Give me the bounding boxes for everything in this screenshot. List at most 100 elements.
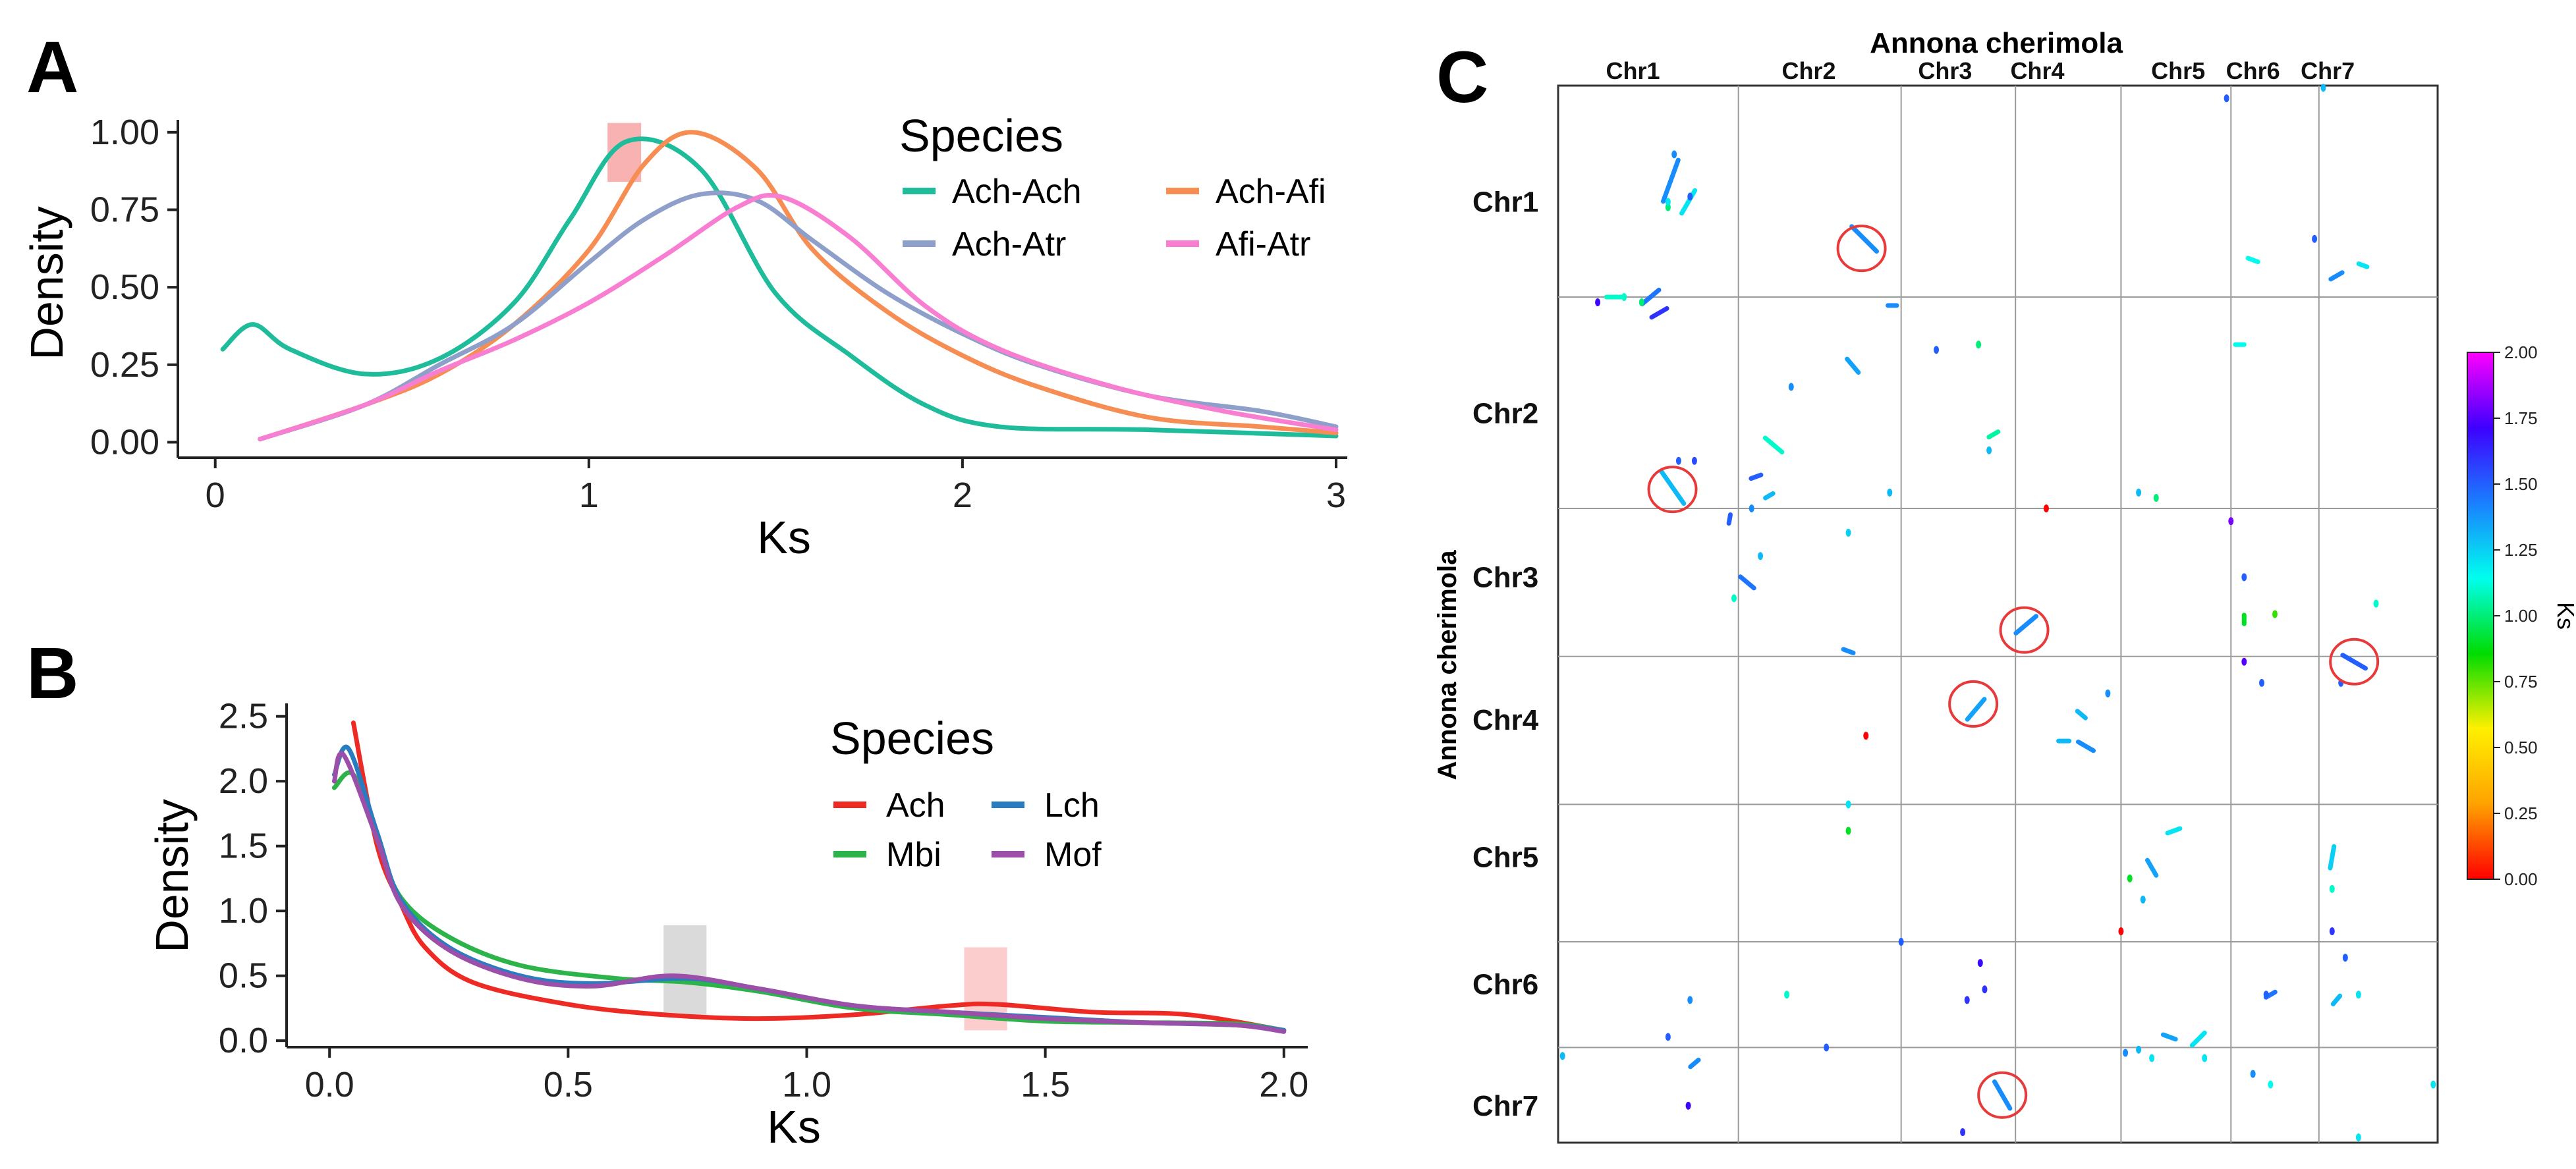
x-tick-label: 2.0 (1259, 1065, 1308, 1104)
synteny-point (2329, 884, 2335, 893)
synteny-point (2136, 488, 2142, 497)
synteny-segment (1639, 287, 1662, 307)
y-chrom-label: Chr4 (1472, 704, 1539, 736)
synteny-point (2105, 689, 2111, 697)
dotplot-y-label: Annona cherimola (1433, 550, 1462, 780)
synteny-point (1687, 192, 1693, 201)
series-line-mbi (331, 770, 1287, 1033)
synteny-point (1977, 959, 1983, 967)
x-chrom-label: Chr7 (2301, 57, 2355, 84)
x-tick-label: 1.0 (782, 1065, 831, 1104)
legend: Species Ach-Ach Ach-Afi Ach-Atr Afi-Atr (899, 110, 1326, 263)
y-tick-label: 0.50 (90, 267, 159, 307)
colorbar-label: Ks (2552, 602, 2576, 630)
x-chrom-label: Chr1 (1606, 57, 1660, 84)
synteny-segment (1762, 435, 1785, 454)
y-axis-label: Density (21, 206, 72, 360)
synteny-point (1898, 938, 1904, 946)
x-tick-label: 0.0 (305, 1065, 354, 1104)
synteny-point (2250, 1070, 2256, 1078)
synteny-segment (1726, 512, 1733, 526)
synteny-point (1887, 488, 1893, 497)
x-chrom-label: Chr6 (2226, 57, 2280, 84)
y-tick-label: 2.5 (219, 697, 268, 736)
synteny-point (2430, 1080, 2436, 1089)
panel-label-a: A (26, 27, 78, 108)
synteny-point (1788, 383, 1794, 391)
synteny-point (2241, 657, 2247, 666)
synteny-segment (2075, 709, 2088, 720)
colorbar-tick-label: 0.25 (2504, 803, 2538, 823)
synteny-segment (2144, 857, 2159, 878)
synteny-point (2149, 1054, 2155, 1062)
synteny-segment (2013, 614, 2039, 636)
synteny-point (1685, 1101, 1691, 1110)
panel-a: A 0 1 2 3 0.00 0.25 0.50 0.75 1.00 Ks Density S… (21, 27, 1347, 563)
panel-label-b: B (26, 633, 78, 714)
y-axis-label: Density (146, 799, 198, 952)
legend-label: Afi-Atr (1216, 225, 1310, 263)
series-line-ach-ach (220, 136, 1339, 439)
synteny-point (1863, 732, 1869, 740)
x-tick-label: 3 (1326, 476, 1346, 515)
colorbar-tick-label: 2.00 (2504, 342, 2538, 362)
synteny-segment (2245, 256, 2260, 265)
y-tick-label: 1.0 (219, 891, 268, 931)
highlight-box (663, 925, 707, 1015)
colorbar-tick-label: 0.75 (2504, 672, 2538, 692)
synteny-segment (1986, 429, 2001, 440)
x-chrom-label: Chr2 (1781, 57, 1835, 84)
synteny-segment (2356, 261, 2370, 269)
synteny-point (1749, 504, 1754, 512)
synteny-segment (1763, 491, 1776, 501)
colorbar-tick-label: 1.25 (2504, 540, 2538, 560)
synteny-segment (2340, 653, 2368, 671)
synteny-point (1784, 991, 1790, 999)
synteny-segment (1849, 224, 1879, 254)
x-tick-label: 0 (206, 476, 225, 515)
synteny-point (1691, 456, 1697, 465)
legend-label: Ach-Afi (1216, 173, 1326, 211)
panel-b: B 0.0 0.5 1.0 1.5 2.0 0.00.51.01.52.02.5 Ks … (26, 633, 1308, 1153)
highlight-circle (1647, 466, 1698, 514)
panel-label-c: C (1436, 37, 1488, 118)
synteny-segment (2165, 826, 2183, 836)
synteny-segment (1965, 697, 1987, 722)
synteny-point (1621, 293, 1627, 301)
series-line-ach (350, 720, 1287, 1033)
synteny-segment (1660, 157, 1681, 204)
synteny-point (1982, 985, 1988, 994)
synteny-segment (2075, 739, 2096, 753)
y-tick-label: 0.5 (219, 956, 268, 996)
synteny-point (2202, 1054, 2208, 1062)
synteny-point (2127, 874, 2133, 883)
x-chrom-label: Chr4 (2011, 57, 2065, 84)
synteny-point (2118, 927, 2124, 935)
synteny-point (1960, 1128, 1966, 1136)
series-line-mof (331, 751, 1287, 1034)
synteny-point (2224, 94, 2229, 103)
y-tick-label: 1.00 (90, 113, 159, 152)
colorbar-tick-label: 1.00 (2504, 606, 2538, 626)
y-tick-label: 0.25 (90, 345, 159, 385)
synteny-segment (1992, 1079, 2013, 1111)
legend-title: Species (830, 713, 994, 764)
synteny-point (1758, 552, 1764, 560)
synteny-point (1976, 340, 1982, 349)
colorbar-tick-label: 1.50 (2504, 474, 2538, 494)
synteny-point (2342, 954, 2348, 962)
synteny-segment (1749, 472, 1764, 481)
synteny-point (2228, 517, 2234, 526)
synteny-point (2140, 895, 2146, 904)
synteny-point (2043, 504, 2049, 512)
synteny-point (1845, 800, 1851, 809)
synteny-point (2268, 1080, 2274, 1089)
x-tick-label: 2 (953, 476, 972, 515)
synteny-point (2355, 1133, 2361, 1141)
synteny-segment (1679, 188, 1698, 216)
highlight-circle (1948, 680, 1999, 728)
synteny-segment (1688, 1057, 1701, 1070)
synteny-point (2136, 1045, 2142, 1054)
y-chrom-label: Chr2 (1472, 398, 1538, 430)
